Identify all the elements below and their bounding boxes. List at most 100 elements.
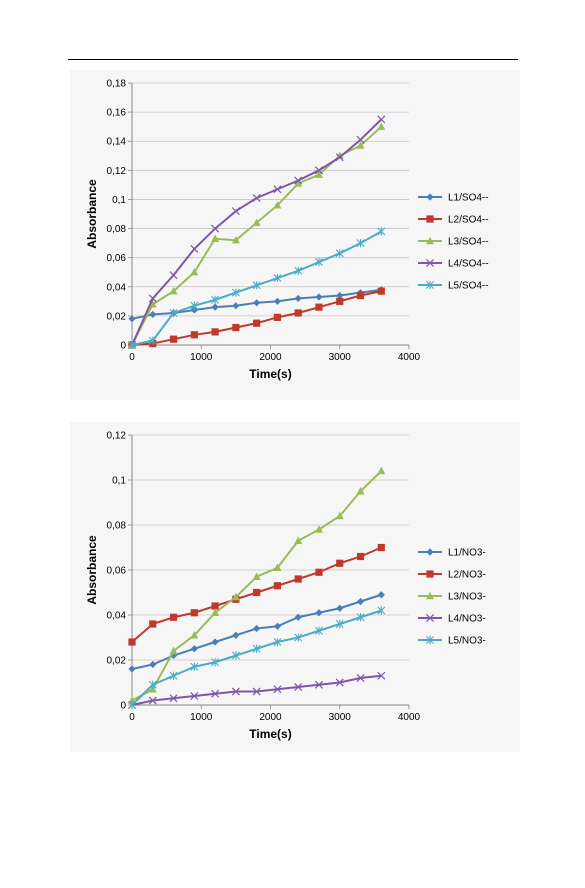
data-point (294, 682, 303, 692)
data-point (231, 687, 240, 696)
data-point (377, 227, 386, 236)
data-point (335, 153, 344, 162)
legend-label: L4/NO3- (448, 614, 486, 625)
x-axis-title: Time(s) (249, 367, 291, 381)
legend-marker (426, 280, 434, 290)
y-axis-title: Absorbance (85, 179, 99, 249)
legend-marker (425, 258, 435, 268)
data-point (314, 525, 323, 533)
data-point (273, 637, 282, 647)
data-point (294, 633, 303, 642)
legend-label: L3/SO4-- (448, 237, 489, 248)
data-point (315, 303, 323, 311)
x-tick-label: 2000 (259, 352, 282, 363)
data-point (273, 185, 282, 194)
data-point (169, 613, 178, 621)
data-point (149, 660, 157, 669)
data-point (128, 638, 136, 646)
data-point (169, 671, 178, 680)
y-tick-label: 0 (120, 701, 126, 712)
x-tick-label: 4000 (398, 712, 421, 723)
data-point (273, 563, 282, 571)
data-point (356, 673, 365, 683)
data-point (377, 606, 386, 615)
data-point (252, 193, 261, 203)
data-point (252, 218, 261, 226)
data-point (273, 582, 282, 590)
data-point (336, 297, 344, 305)
data-point (190, 662, 199, 671)
data-point (190, 301, 199, 310)
data-point (377, 543, 385, 552)
data-point (169, 694, 178, 703)
legend-marker (426, 548, 434, 556)
series-1 (128, 591, 385, 673)
data-point (211, 608, 220, 616)
x-tick-label: 1000 (190, 712, 213, 723)
data-point (149, 620, 157, 628)
data-point (169, 646, 178, 655)
data-point (231, 288, 240, 297)
data-point (356, 239, 365, 248)
data-point (232, 323, 240, 332)
legend-marker (425, 613, 435, 623)
data-point (148, 300, 157, 308)
legend-item: L5/SO4-- (418, 281, 489, 292)
y-axis-title: Absorbance (85, 535, 99, 605)
data-point (315, 568, 323, 576)
y-tick-label: 0,08 (107, 224, 127, 235)
data-point (273, 273, 282, 283)
legend-item: L3/SO4-- (418, 237, 489, 248)
data-point (231, 236, 240, 244)
data-point (211, 328, 219, 336)
data-point (294, 176, 303, 185)
legend-item: L2/NO3- (418, 570, 486, 581)
legend-label: L1/NO3- (448, 548, 486, 559)
data-point (253, 588, 261, 597)
chart-panel-sulfate: 0 0,02 0,04 0,06 0,08 0,1 0,12 0,14 0,16 0,18 0 100… (70, 70, 520, 400)
data-point (273, 201, 282, 209)
data-point (148, 680, 157, 689)
x-axis-title: Time(s) (249, 727, 291, 741)
data-point (273, 313, 282, 321)
legend-label: L4/SO4-- (448, 259, 489, 270)
data-point (252, 572, 261, 580)
legend-marker (426, 591, 434, 600)
x-tick-label: 4000 (398, 352, 421, 363)
data-point (148, 696, 157, 705)
series-line (131, 674, 382, 706)
y-tick-label: 0,1 (112, 476, 126, 487)
y-tick-label: 0,16 (107, 108, 127, 119)
data-point (314, 170, 323, 178)
legend-marker (426, 236, 434, 245)
data-point (252, 644, 261, 653)
y-tick-label: 0,02 (107, 311, 127, 322)
data-point (356, 597, 365, 606)
data-point (148, 294, 157, 303)
legend-label: L5/SO4-- (448, 281, 489, 292)
y-tick-label: 0,06 (107, 253, 127, 264)
y-tick-label: 0,1 (112, 195, 126, 206)
legend-item: L2/SO4-- (418, 215, 489, 226)
data-point (232, 631, 240, 639)
data-point (314, 257, 323, 267)
series-2 (128, 287, 385, 349)
data-point (190, 609, 198, 617)
data-point (356, 135, 365, 144)
series-line (131, 125, 382, 346)
legend-item: L1/SO4-- (418, 193, 489, 204)
data-point (128, 315, 136, 323)
data-point (252, 281, 261, 290)
data-point (190, 631, 199, 639)
data-point (232, 302, 240, 310)
data-point (294, 266, 303, 275)
x-tick-label: 3000 (329, 352, 352, 363)
data-point (335, 619, 344, 629)
legend-label: L3/NO3- (448, 592, 486, 603)
header-rule (68, 59, 518, 60)
data-point (314, 626, 323, 635)
data-point (336, 559, 344, 567)
legend-marker (426, 635, 434, 645)
legend-marker (426, 570, 434, 578)
data-point (335, 249, 344, 258)
